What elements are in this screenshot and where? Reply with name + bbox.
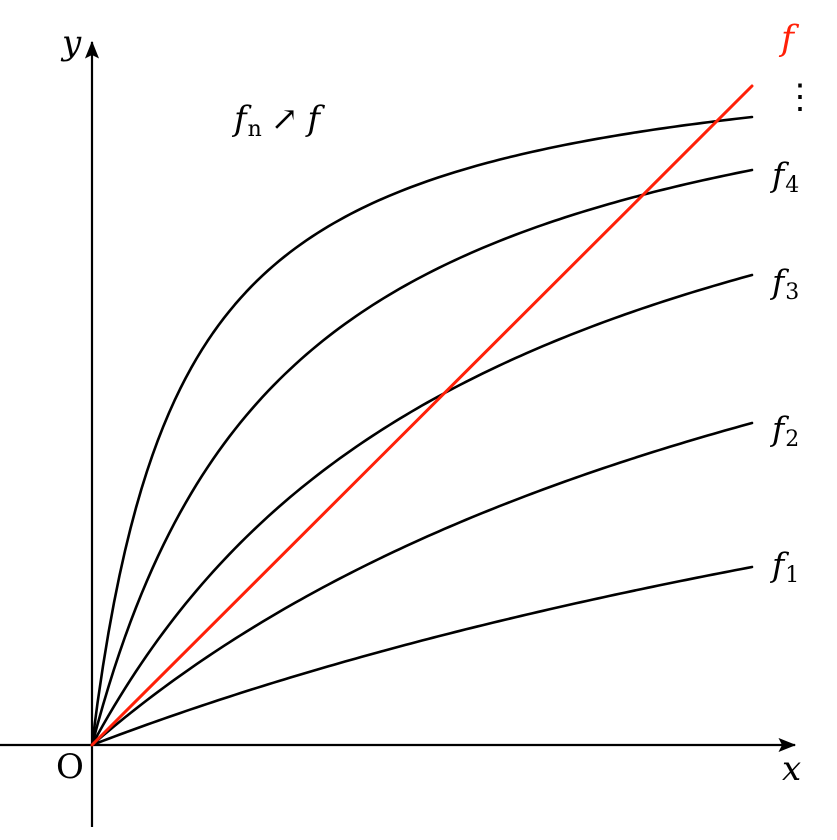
- curve-label-f: f: [781, 19, 794, 59]
- curve-f: [90, 84, 754, 747]
- x-axis-label: x: [782, 749, 802, 789]
- vertical-ellipsis-icon: ⋮: [783, 77, 817, 117]
- curve-label-f3-base: f: [772, 262, 785, 301]
- curve-f3: [90, 273, 754, 747]
- curve-label-f2-base: f: [772, 409, 785, 448]
- annotation-fn-base: f: [234, 99, 247, 139]
- curve-label-f3-subscript: 3: [785, 280, 800, 306]
- curve-f5: [90, 115, 754, 747]
- curve-f1: [90, 565, 754, 747]
- curve-label-f1: f1: [772, 548, 799, 587]
- curve-label-f1-base: f: [772, 545, 785, 584]
- curve-f4: [90, 168, 754, 747]
- curve-label-f1-subscript: 1: [785, 563, 800, 589]
- axes-group: [0, 40, 797, 827]
- increases-to-arrow-icon: ↗: [270, 99, 299, 138]
- curve-label-f4-subscript: 4: [785, 173, 800, 199]
- annotation-limit: f: [307, 99, 321, 139]
- curve-label-f2: f2: [772, 412, 799, 451]
- curve-label-f4-base: f: [772, 155, 785, 194]
- annotation-fn-subscript: n: [247, 117, 262, 143]
- convergence-annotation: fn ↗ f: [234, 102, 320, 141]
- origin-label: O: [56, 747, 84, 787]
- curve-label-f3: f3: [772, 265, 799, 304]
- y-axis-label: y: [62, 23, 82, 63]
- curve-label-f4: f4: [772, 158, 799, 197]
- curve-label-f2-subscript: 2: [785, 427, 800, 453]
- curves-group: [90, 84, 754, 747]
- curve-f2: [90, 421, 754, 747]
